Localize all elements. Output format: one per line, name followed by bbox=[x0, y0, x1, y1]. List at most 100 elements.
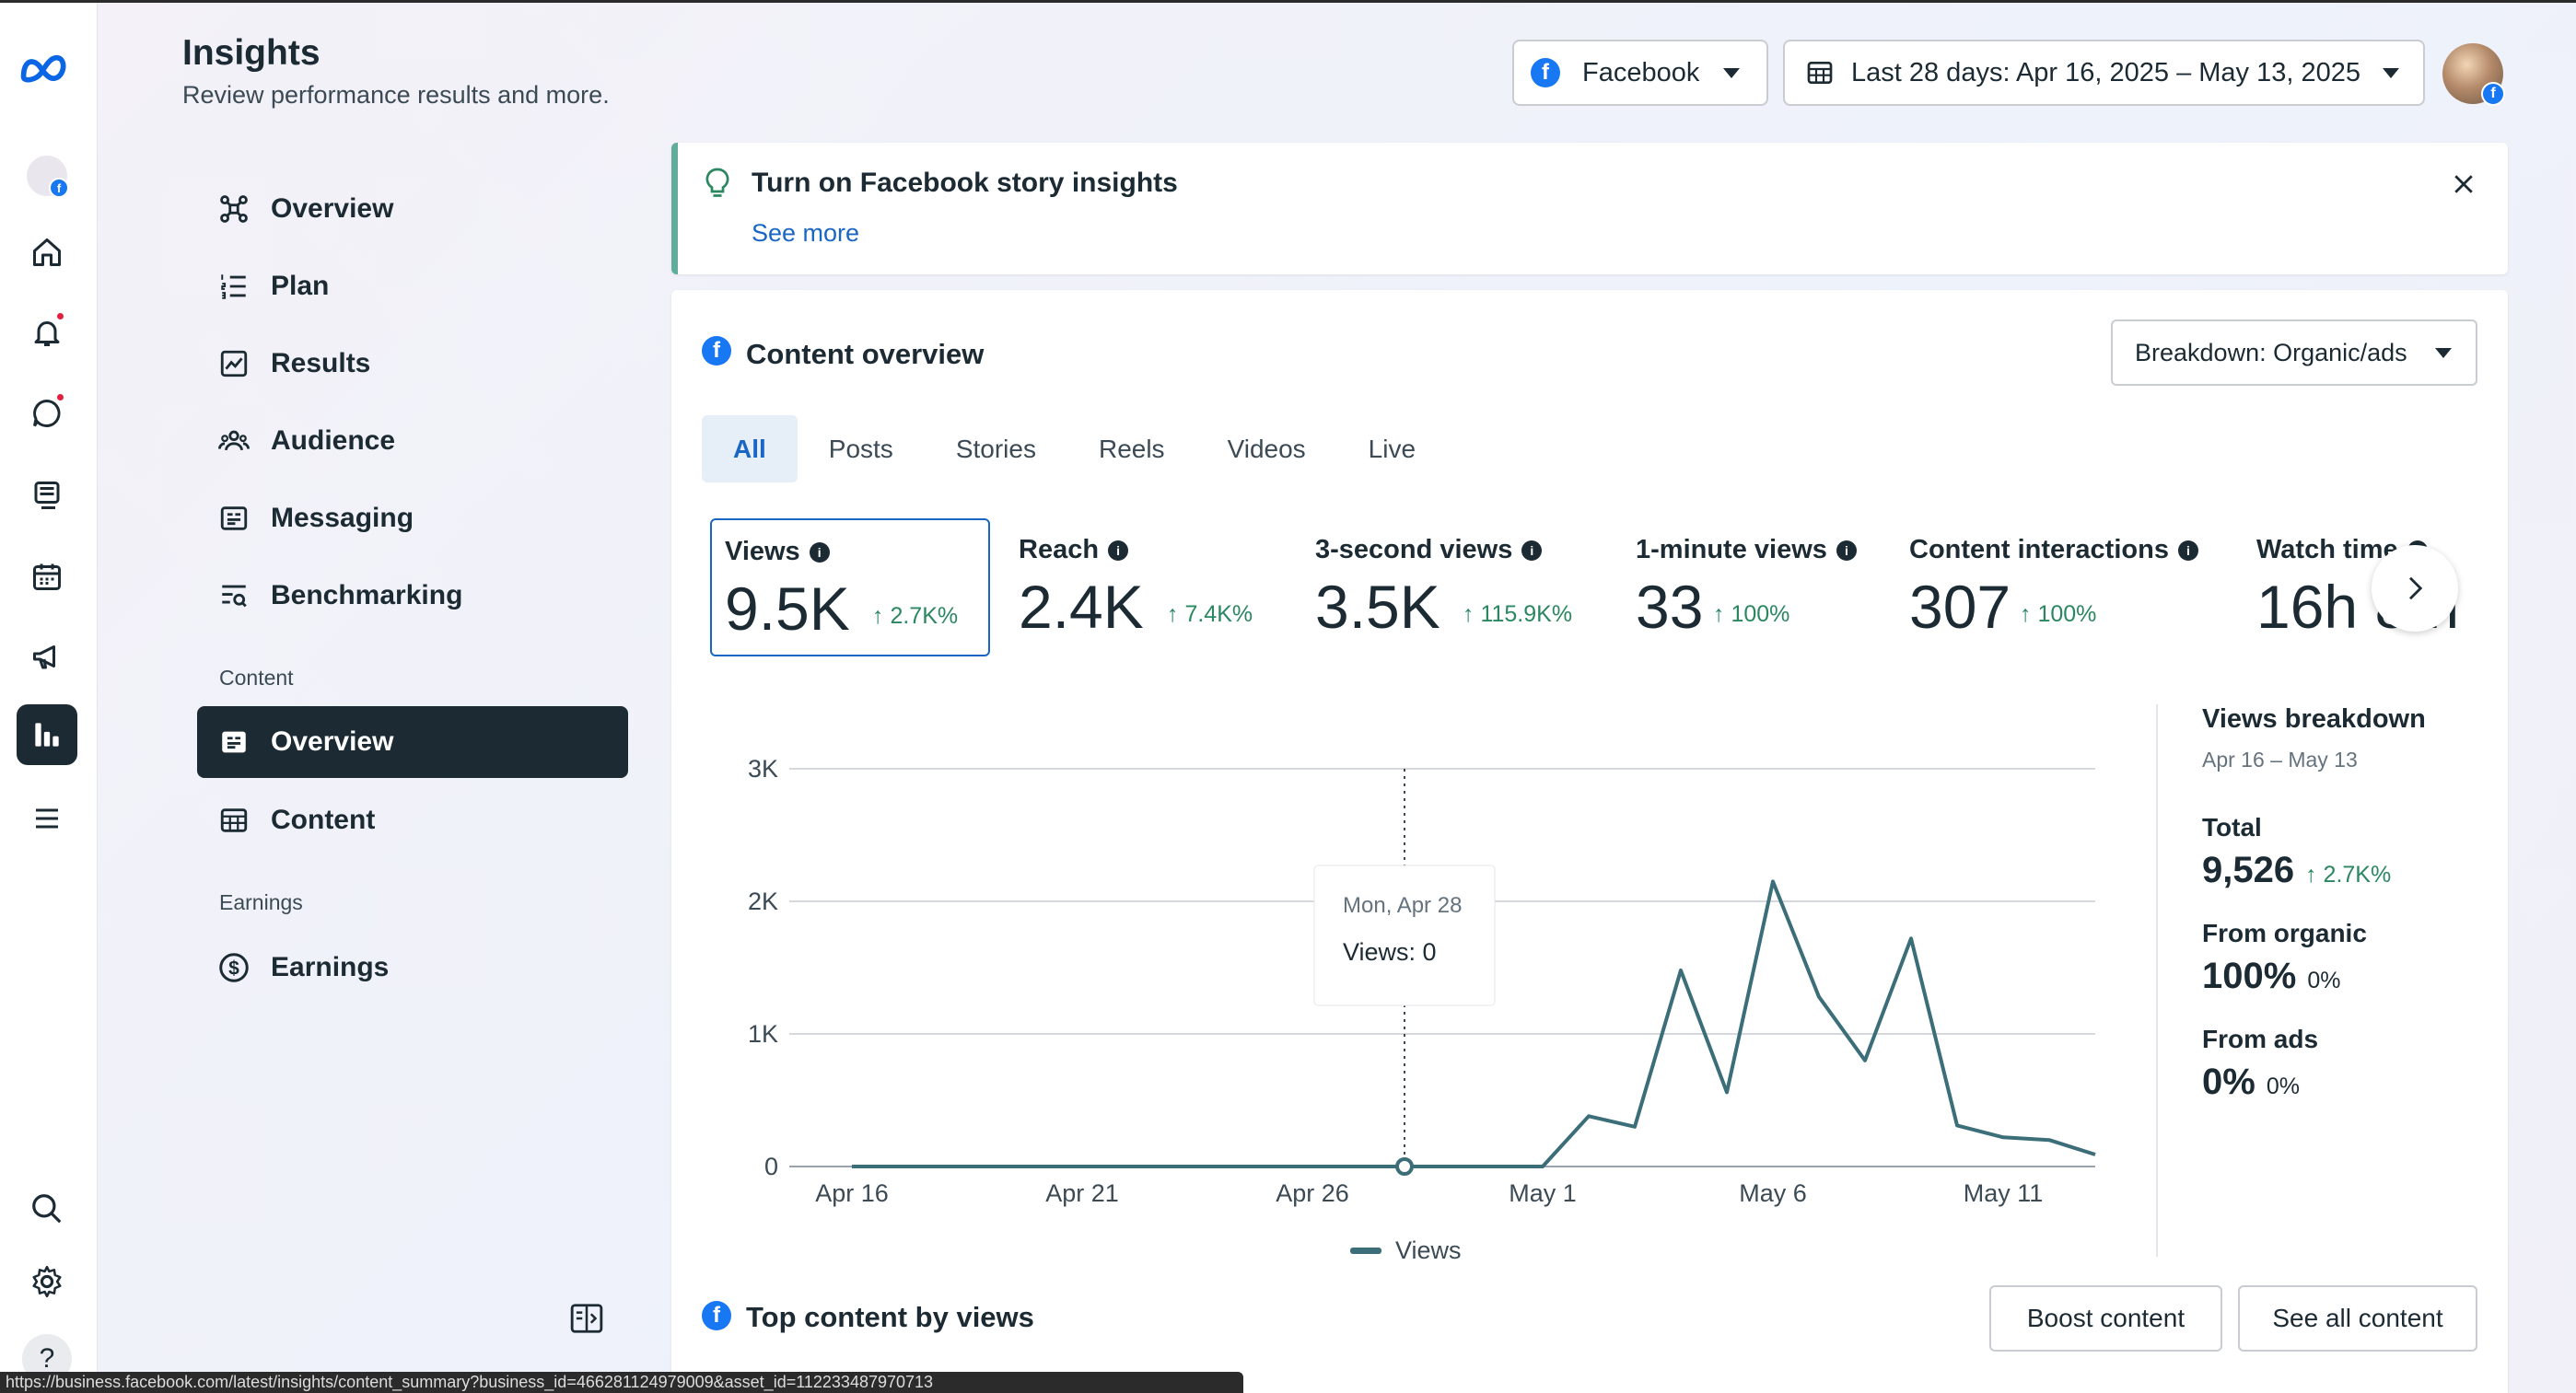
y-tick-label: 3K bbox=[748, 755, 778, 783]
info-icon[interactable]: i bbox=[2177, 540, 2198, 561]
user-avatar[interactable]: f bbox=[2442, 43, 2505, 106]
caret-down-icon bbox=[1723, 67, 1741, 78]
metric-1-minute-views[interactable]: 1-minute views i 33 ↑ 100% bbox=[1623, 518, 1881, 656]
meta-logo-icon[interactable] bbox=[17, 38, 77, 99]
chart-divider bbox=[2156, 704, 2158, 1257]
hover-point-marker bbox=[1395, 1157, 1414, 1176]
info-icon[interactable]: i bbox=[1836, 540, 1857, 561]
metric-change: ↑ 100% bbox=[2020, 601, 2097, 627]
date-range-label: Last 28 days: Apr 16, 2025 – May 13, 202… bbox=[1851, 57, 2360, 87]
nav-item-benchmarking[interactable]: Benchmarking bbox=[197, 560, 628, 632]
ads-megaphone-icon[interactable] bbox=[17, 626, 77, 687]
info-icon[interactable]: i bbox=[809, 541, 830, 563]
page-subtitle: Review performance results and more. bbox=[182, 81, 610, 109]
nav-item-earnings[interactable]: $ Earnings bbox=[197, 932, 628, 1004]
top-edge bbox=[0, 0, 2576, 3]
views-line-chart: 0 1K 2K 3K Apr 16 Apr 21 Apr 26 May 1 May 6 May 1… bbox=[748, 755, 2096, 1264]
boost-content-button[interactable]: Boost content bbox=[1989, 1285, 2222, 1352]
nav-item-results[interactable]: Results bbox=[197, 328, 628, 400]
icon-rail: f ? bbox=[0, 3, 98, 1393]
platform-selector[interactable]: f Facebook bbox=[1512, 40, 1768, 106]
breakdown-range: Apr 16 – May 13 bbox=[2202, 748, 2358, 772]
story-insights-banner: Turn on Facebook story insights See more bbox=[671, 143, 2508, 274]
info-icon[interactable]: i bbox=[1521, 540, 1543, 561]
page-avatar-icon[interactable]: f bbox=[17, 145, 77, 206]
breakdown-title: Views breakdown bbox=[2202, 704, 2426, 734]
metric-label: Watch time bbox=[2256, 535, 2398, 564]
metric-change: ↑ 2.7K% bbox=[872, 603, 959, 629]
numbered-list-icon bbox=[216, 268, 252, 305]
metric-label: Reach bbox=[1019, 535, 1100, 564]
content-icon[interactable] bbox=[17, 465, 77, 526]
collapse-sidebar-icon[interactable] bbox=[569, 1302, 604, 1340]
network-icon bbox=[216, 191, 252, 227]
nav-label: Results bbox=[271, 348, 371, 378]
x-tick-label: May 1 bbox=[1509, 1179, 1577, 1207]
tab-all[interactable]: All bbox=[702, 415, 798, 482]
nav-item-plan[interactable]: Plan bbox=[197, 250, 628, 322]
notification-dot bbox=[55, 311, 65, 321]
info-icon[interactable]: i bbox=[1108, 540, 1129, 561]
ads-change: 0% bbox=[2266, 1074, 2300, 1099]
status-bar-url: https://business.facebook.com/latest/ins… bbox=[0, 1372, 1243, 1393]
nav-label: Overview bbox=[271, 193, 394, 224]
see-more-link[interactable]: See more bbox=[752, 219, 860, 247]
metric-label: 1-minute views bbox=[1636, 535, 1827, 564]
tooltip-value: Views: 0 bbox=[1343, 938, 1437, 966]
nav-item-overview[interactable]: Overview bbox=[197, 173, 628, 245]
metric-change: ↑ 115.9K% bbox=[1463, 601, 1573, 627]
people-icon bbox=[216, 423, 252, 459]
organic-label: From organic bbox=[2202, 919, 2367, 947]
metric-change: ↑ 7.4K% bbox=[1167, 601, 1253, 627]
nav-section-content: Content bbox=[219, 666, 294, 690]
inbox-icon[interactable] bbox=[17, 383, 77, 444]
nav-item-content-overview[interactable]: Overview bbox=[197, 706, 628, 778]
tab-videos[interactable]: Videos bbox=[1227, 434, 1306, 463]
close-icon[interactable] bbox=[2450, 170, 2477, 198]
calendar-icon[interactable] bbox=[17, 546, 77, 607]
tooltip-box bbox=[1313, 865, 1496, 1006]
settings-gear-icon[interactable] bbox=[17, 1251, 77, 1312]
nav-item-messaging[interactable]: Messaging bbox=[197, 482, 628, 554]
nav-label: Audience bbox=[271, 425, 396, 456]
message-card-icon bbox=[216, 500, 252, 537]
ads-label: From ads bbox=[2202, 1025, 2319, 1053]
nav-item-audience[interactable]: Audience bbox=[197, 405, 628, 477]
tab-stories[interactable]: Stories bbox=[955, 434, 1036, 463]
date-range-selector[interactable]: Last 28 days: Apr 16, 2025 – May 13, 202… bbox=[1783, 40, 2425, 106]
menu-icon[interactable] bbox=[17, 788, 77, 849]
lightbulb-icon bbox=[705, 168, 729, 197]
chevron-right-icon bbox=[2409, 576, 2423, 600]
caret-down-icon bbox=[2383, 67, 2399, 78]
x-tick-label: Apr 16 bbox=[815, 1179, 889, 1207]
metric-content-interactions[interactable]: Content interactions i 307 ↑ 100% bbox=[1896, 518, 2200, 656]
total-label: Total bbox=[2202, 813, 2262, 842]
nav-item-content[interactable]: Content bbox=[197, 784, 628, 856]
message-card-icon bbox=[216, 724, 252, 760]
metric-3-second-views[interactable]: 3-second views i 3.5K ↑ 115.9K% bbox=[1302, 518, 1597, 656]
tab-reels[interactable]: Reels bbox=[1098, 434, 1165, 463]
tab-posts[interactable]: Posts bbox=[828, 434, 893, 463]
x-tick-label: Apr 21 bbox=[1045, 1179, 1119, 1207]
page-title: Insights bbox=[182, 33, 321, 73]
metric-value: 9.5K bbox=[725, 575, 850, 643]
metric-label: Views bbox=[725, 537, 800, 566]
breakdown-dropdown[interactable]: Breakdown: Organic/ads bbox=[2111, 319, 2477, 386]
notifications-icon[interactable] bbox=[17, 302, 77, 363]
insights-icon[interactable] bbox=[17, 704, 77, 765]
banner-title: Turn on Facebook story insights bbox=[752, 168, 1178, 198]
tab-live[interactable]: Live bbox=[1368, 434, 1416, 463]
see-all-content-button[interactable]: See all content bbox=[2238, 1285, 2477, 1352]
search-icon[interactable] bbox=[17, 1178, 77, 1239]
nav-label: Content bbox=[271, 805, 376, 835]
metric-views[interactable]: Views i 9.5K ↑ 2.7K% bbox=[710, 518, 990, 656]
metrics-next-button[interactable] bbox=[2372, 545, 2458, 632]
home-icon[interactable] bbox=[17, 222, 77, 283]
nav-label: Overview bbox=[271, 726, 394, 757]
facebook-badge-icon: f bbox=[2481, 82, 2505, 106]
metric-reach[interactable]: Reach i 2.4K ↑ 7.4K% bbox=[1006, 518, 1282, 656]
breakdown-label: Breakdown: Organic/ads bbox=[2135, 338, 2407, 366]
x-tick-label: May 6 bbox=[1739, 1179, 1807, 1207]
x-tick-label: May 11 bbox=[1964, 1179, 2044, 1207]
metric-value: 307 bbox=[1909, 573, 2011, 641]
